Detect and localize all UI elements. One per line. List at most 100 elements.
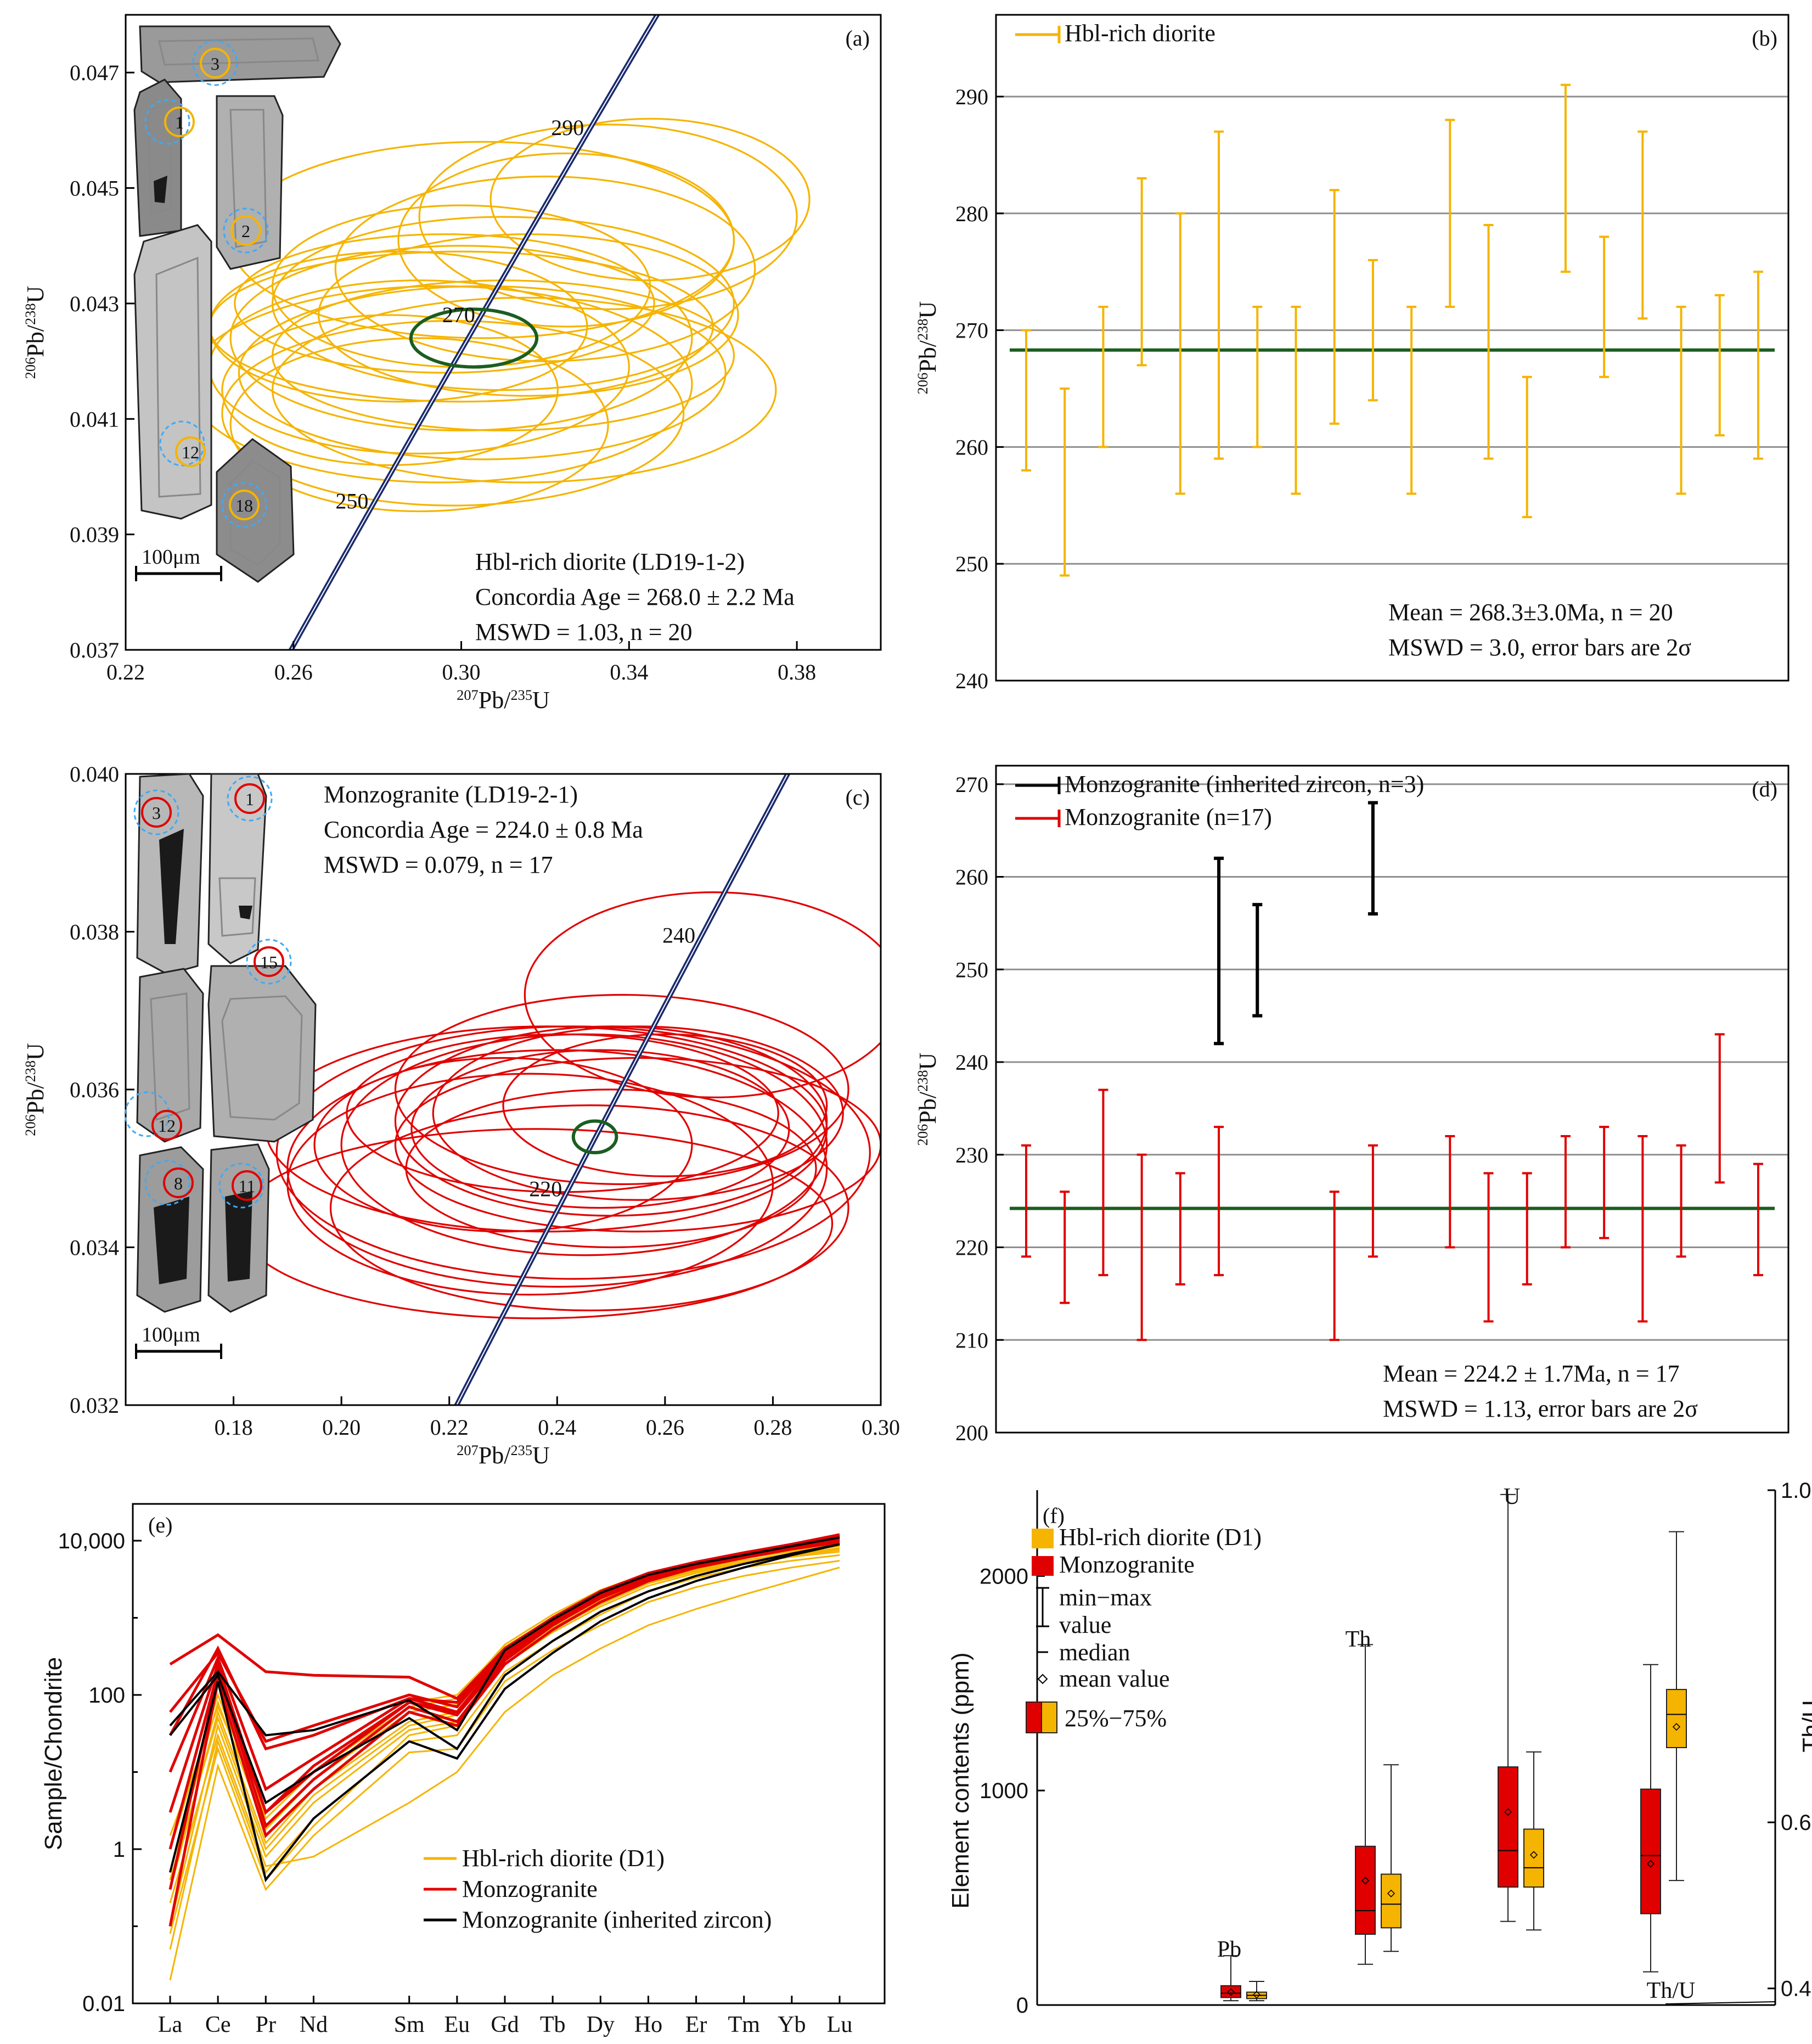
box-mean-marker bbox=[1529, 1851, 1538, 1859]
box-iqr bbox=[1640, 1788, 1661, 1914]
info-line: Monzogranite (LD19-2-1) bbox=[324, 781, 578, 808]
x-tick-label: Eu bbox=[444, 2012, 470, 2037]
scale-bar-label: 100μm bbox=[142, 1323, 200, 1346]
x-tick-label: Gd bbox=[491, 2012, 519, 2037]
panel-e: 0.01 1 100 10,000 La Ce Pr Nd Sm Eu Gd Tb Dy Ho Er Tm Yb… bbox=[40, 1503, 886, 2037]
x-tick-label: Ce bbox=[205, 2012, 231, 2037]
y-tick-label: 220 bbox=[955, 1236, 988, 1260]
stats-line: Mean = 268.3±3.0Ma, n = 20 bbox=[1388, 599, 1673, 626]
legend-box-monzo bbox=[1026, 1702, 1042, 1733]
data-ellipse bbox=[329, 1104, 849, 1312]
zircon-inclusion bbox=[159, 829, 184, 944]
spot-number: 11 bbox=[239, 1176, 256, 1196]
panel-d: 200 210 220 230 240 250 260 270 206Pb/238U (d) Mon… bbox=[914, 765, 1790, 1445]
y-axis-label: 206Pb/238U bbox=[914, 1053, 941, 1146]
y-tick-label: 0.036 bbox=[70, 1077, 119, 1102]
box-mean-marker bbox=[1226, 1988, 1235, 1996]
x-tick-label: Dy bbox=[587, 2012, 615, 2037]
data-ellipse bbox=[502, 1033, 828, 1177]
spot-number: 18 bbox=[235, 496, 253, 515]
info-line: Concordia Age = 268.0 ± 2.2 Ma bbox=[475, 583, 795, 610]
legend-label: Monzogranite (inherited zircon, n=3) bbox=[1065, 771, 1424, 798]
data-ellipse bbox=[229, 337, 609, 513]
legend-label: Monzogranite bbox=[1059, 1551, 1195, 1578]
legend-box-diorite bbox=[1041, 1702, 1057, 1733]
legend-label: Hbl-rich diorite (D1) bbox=[1059, 1524, 1262, 1551]
zircon-inclusion bbox=[154, 176, 167, 203]
y-tick-label: 230 bbox=[955, 1143, 988, 1167]
y-tick-label: 250 bbox=[955, 552, 988, 576]
y-tick-label: 200 bbox=[955, 1420, 988, 1445]
concordia-age-label: 220 bbox=[529, 1176, 562, 1201]
y-label-elem2: U bbox=[22, 286, 49, 304]
plot-frame bbox=[132, 1503, 886, 2004]
category-label: Th bbox=[1346, 1627, 1371, 1652]
zircon-zoning bbox=[229, 109, 267, 248]
y-tick-label: 0 bbox=[1016, 1994, 1028, 2018]
plot-frame bbox=[995, 765, 1790, 1434]
x-tick-label: Tm bbox=[728, 2012, 761, 2037]
x-label-elem1: Pb/ bbox=[479, 687, 511, 714]
ree-pattern bbox=[169, 1547, 840, 1890]
panel-f: 0 1000 2000 0.4 0.6 1.0 Element contents (ppm)… bbox=[947, 1479, 1812, 2018]
panel-label: (d) bbox=[1752, 777, 1777, 801]
concordia-curve-core bbox=[456, 774, 789, 1405]
data-ellipse bbox=[271, 216, 735, 391]
legend-label: Monzogranite (n=17) bbox=[1065, 804, 1272, 830]
y2-tick-label: 0.4 bbox=[1781, 1977, 1811, 2001]
spot-number: 15 bbox=[260, 952, 278, 972]
x-label-mass1: 207 bbox=[457, 1442, 479, 1458]
legend-mean-mark bbox=[1037, 1674, 1048, 1684]
y-label-elem2: U bbox=[22, 1043, 49, 1060]
zircon-inclusion bbox=[225, 1191, 252, 1282]
x-tick-label: Sm bbox=[394, 2012, 425, 2037]
data-ellipse bbox=[432, 1025, 844, 1201]
y-label-mass2: 238 bbox=[914, 1070, 931, 1092]
legend-label: Hbl-rich diorite bbox=[1065, 20, 1215, 47]
concordia-age-label: 270 bbox=[442, 302, 475, 327]
y-tick-label: 240 bbox=[955, 1050, 988, 1075]
ree-pattern bbox=[169, 1543, 840, 1805]
legend-label: Monzogranite bbox=[462, 1875, 598, 1902]
y2-tick-label: 0.6 bbox=[1781, 1811, 1811, 1835]
stats-line: MSWD = 3.0, error bars are 2σ bbox=[1388, 634, 1691, 661]
data-ellipse bbox=[313, 1057, 693, 1233]
box-mean-marker bbox=[1252, 1991, 1261, 1999]
panel-label: (f) bbox=[1043, 1503, 1065, 1528]
box-mean-marker bbox=[1361, 1877, 1370, 1885]
data-ellipse bbox=[229, 245, 693, 431]
data-ellipse bbox=[394, 993, 849, 1186]
ree-pattern bbox=[169, 1543, 840, 1883]
info-line: MSWD = 0.079, n = 17 bbox=[324, 851, 553, 878]
x-label-elem2: U bbox=[532, 687, 550, 714]
spot-number-ring bbox=[230, 215, 261, 246]
y-tick-label: 100 bbox=[88, 1683, 125, 1708]
ree-pattern bbox=[169, 1560, 840, 1981]
y-tick-label: 0.045 bbox=[70, 176, 119, 201]
legend-label: mean value bbox=[1059, 1665, 1170, 1692]
x-tick-label: 0.18 bbox=[215, 1415, 253, 1440]
ree-pattern bbox=[169, 1549, 840, 1880]
x-tick-label: 0.22 bbox=[430, 1415, 469, 1440]
concordia-age-label: 240 bbox=[662, 923, 695, 947]
analysis-spot bbox=[221, 482, 267, 528]
analysis-spot bbox=[133, 789, 179, 835]
zircon-zoning bbox=[229, 460, 281, 566]
concordia-curve bbox=[288, 15, 660, 650]
y-axis-label: 206Pb/238U bbox=[914, 301, 941, 395]
y2-tick-label: 1.0 bbox=[1781, 1479, 1811, 1503]
y-label-mass1: 206 bbox=[914, 1124, 931, 1146]
spot-number: 12 bbox=[182, 442, 199, 462]
x-tick-label: 0.26 bbox=[646, 1415, 684, 1440]
box-mean-marker bbox=[1504, 1808, 1512, 1816]
panel-b: 240 250 260 270 280 290 206Pb/238U (b) Hbl-rich … bbox=[914, 14, 1790, 693]
zircon-grain-image bbox=[207, 965, 317, 1143]
data-ellipse bbox=[418, 123, 798, 311]
panel-label: (a) bbox=[846, 26, 870, 50]
box-iqr bbox=[1666, 1689, 1687, 1748]
data-ellipse bbox=[489, 117, 811, 282]
x-tick-label: 0.20 bbox=[322, 1415, 361, 1440]
y-tick-label: 0.038 bbox=[70, 920, 119, 945]
x-label-elem2: U bbox=[532, 1442, 550, 1469]
